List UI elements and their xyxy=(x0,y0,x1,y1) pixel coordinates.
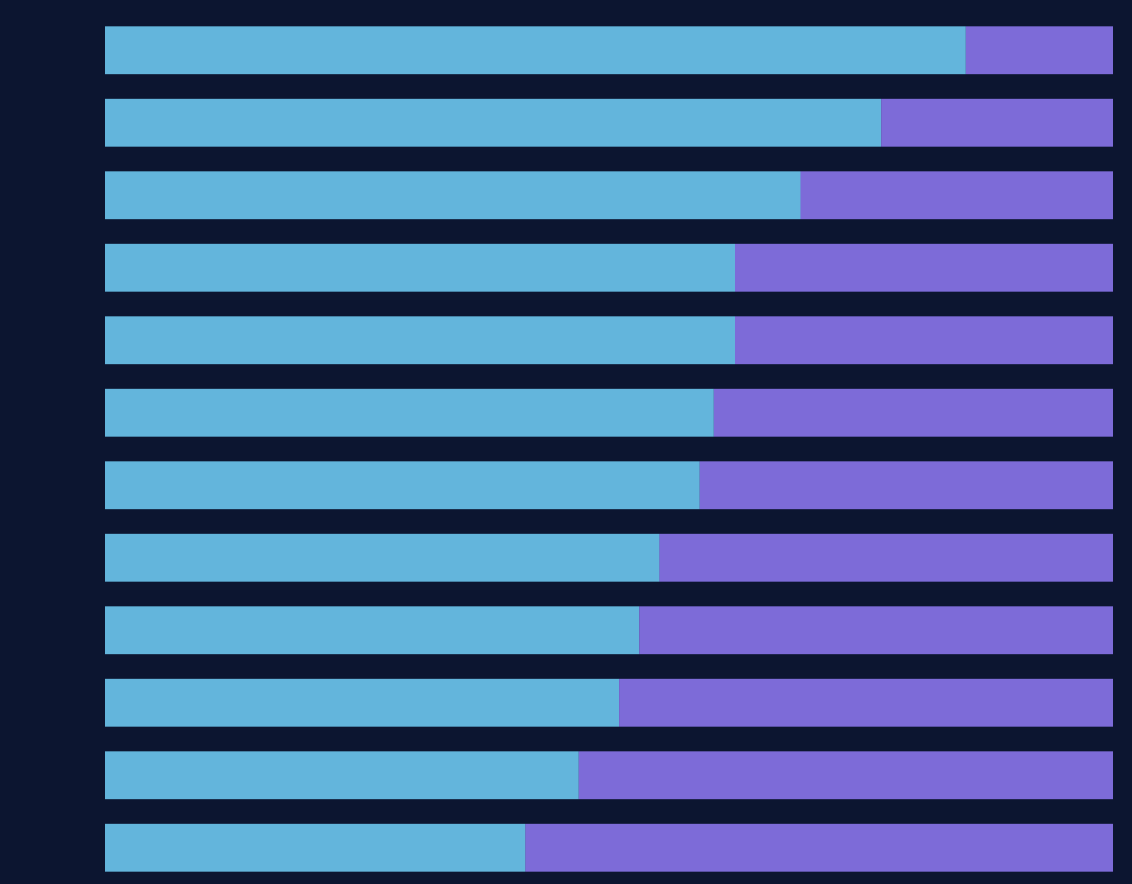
bar-segment xyxy=(105,98,882,147)
bar-segment xyxy=(619,678,1113,727)
bar-segment xyxy=(105,678,620,727)
bar-segment xyxy=(965,26,1113,75)
bar-segment xyxy=(105,388,714,437)
bar-segment xyxy=(105,823,526,872)
bar-segment xyxy=(105,533,660,582)
bar-segment xyxy=(105,606,640,655)
bar-segment xyxy=(105,461,700,510)
bar-segment xyxy=(735,243,1113,292)
bar-segment xyxy=(105,751,579,800)
bar-segment xyxy=(639,606,1113,655)
bar-segment xyxy=(105,26,966,75)
bar-segment xyxy=(699,461,1113,510)
bar-segment xyxy=(578,751,1113,800)
bar-segment xyxy=(525,823,1113,872)
bar-segment xyxy=(735,316,1113,365)
bar-segment xyxy=(713,388,1113,437)
bar-segment xyxy=(105,171,801,220)
bar-segment xyxy=(659,533,1113,582)
bar-segment xyxy=(105,243,735,292)
bar-segment xyxy=(105,316,735,365)
bar-segment xyxy=(800,171,1113,220)
bar-segment xyxy=(881,98,1113,147)
